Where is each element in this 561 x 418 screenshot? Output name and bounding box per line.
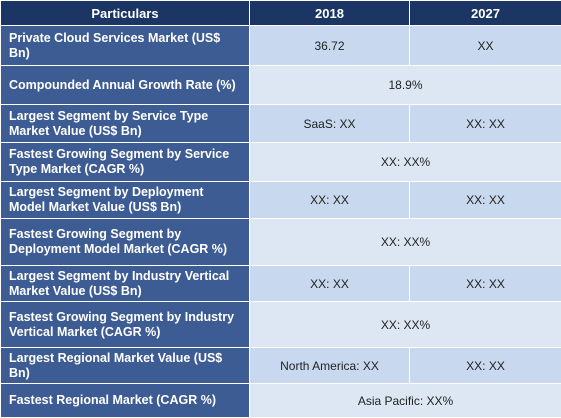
table-row: Largest Segment by Service Type Market V… [1,105,561,143]
table-row: Fastest Growing Segment by Industry Vert… [1,302,561,348]
value-2018: XX: XX [250,182,410,219]
value-2027: XX: XX [410,105,561,143]
table-row: Compounded Annual Growth Rate (%) 18.9% [1,66,561,105]
row-label: Largest Segment by Service Type Market V… [1,105,250,143]
row-label: Fastest Growing Segment by Industry Vert… [1,302,250,348]
table-row: Private Cloud Services Market (US$ Bn) 3… [1,26,561,66]
value-2027: XX: XX [410,182,561,219]
value-2027: XX: XX [410,348,561,384]
table-row: Largest Segment by Industry Vertical Mar… [1,266,561,302]
row-label: Fastest Regional Market (CAGR %) [1,384,250,418]
merged-value: XX: XX% [250,302,561,348]
value-2018: 36.72 [250,26,410,66]
header-2018: 2018 [250,1,410,26]
value-2027: XX [410,26,561,66]
header-particulars: Particulars [1,1,250,26]
table-row: Largest Segment by Deployment Model Mark… [1,182,561,219]
merged-value: 18.9% [250,66,561,105]
value-2027: XX: XX [410,266,561,302]
merged-value: Asia Pacific: XX% [250,384,561,418]
row-label: Fastest Growing Segment by Deployment Mo… [1,219,250,266]
table-row: Fastest Growing Segment by Deployment Mo… [1,219,561,266]
row-label: Private Cloud Services Market (US$ Bn) [1,26,250,66]
value-2018: SaaS: XX [250,105,410,143]
table-row: Largest Regional Market Value (US$ Bn) N… [1,348,561,384]
table-row: Fastest Regional Market (CAGR %) Asia Pa… [1,384,561,418]
header-2027: 2027 [410,1,561,26]
value-2018: XX: XX [250,266,410,302]
merged-value: XX: XX% [250,219,561,266]
row-label: Compounded Annual Growth Rate (%) [1,66,250,105]
table-row: Fastest Growing Segment by Service Type … [1,143,561,182]
merged-value: XX: XX% [250,143,561,182]
header-row: Particulars 2018 2027 [1,1,561,26]
row-label: Largest Regional Market Value (US$ Bn) [1,348,250,384]
row-label: Fastest Growing Segment by Service Type … [1,143,250,182]
value-2018: North America: XX [250,348,410,384]
row-label: Largest Segment by Deployment Model Mark… [1,182,250,219]
row-label: Largest Segment by Industry Vertical Mar… [1,266,250,302]
